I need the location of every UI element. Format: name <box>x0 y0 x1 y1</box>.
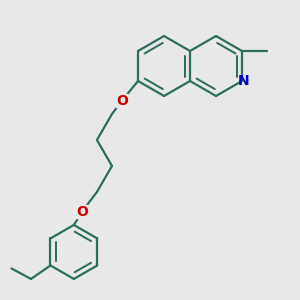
Text: N: N <box>238 74 249 88</box>
Text: O: O <box>116 94 128 108</box>
Text: O: O <box>76 205 88 219</box>
